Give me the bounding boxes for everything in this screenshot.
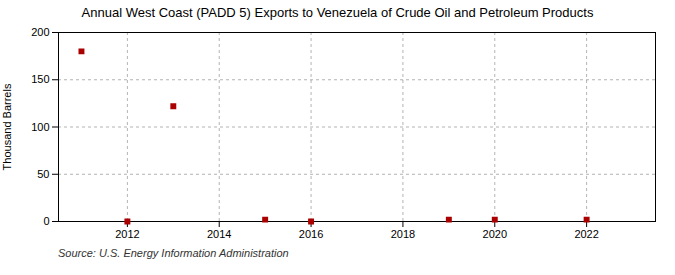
svg-text:100: 100 — [31, 121, 49, 133]
html-text:Source: U.S. Energy Informatio: Source: U.S. Energy Information Administ… — [58, 247, 289, 259]
html-text:Annual West Coast (PADD 5) Exp: Annual West Coast (PADD 5) Exports to Ve… — [81, 5, 594, 20]
svg-text:0: 0 — [43, 215, 49, 227]
svg-text:2018: 2018 — [391, 228, 415, 240]
svg-text:Thousand Barrels: Thousand Barrels — [1, 83, 13, 170]
svg-text:2016: 2016 — [299, 228, 323, 240]
svg-text:50: 50 — [37, 168, 49, 180]
svg-text:2020: 2020 — [483, 228, 507, 240]
svg-text:200: 200 — [31, 26, 49, 38]
svg-text:150: 150 — [31, 73, 49, 85]
svg-text:2014: 2014 — [207, 228, 231, 240]
svg-text:2022: 2022 — [574, 228, 598, 240]
svg-text:2012: 2012 — [115, 228, 139, 240]
